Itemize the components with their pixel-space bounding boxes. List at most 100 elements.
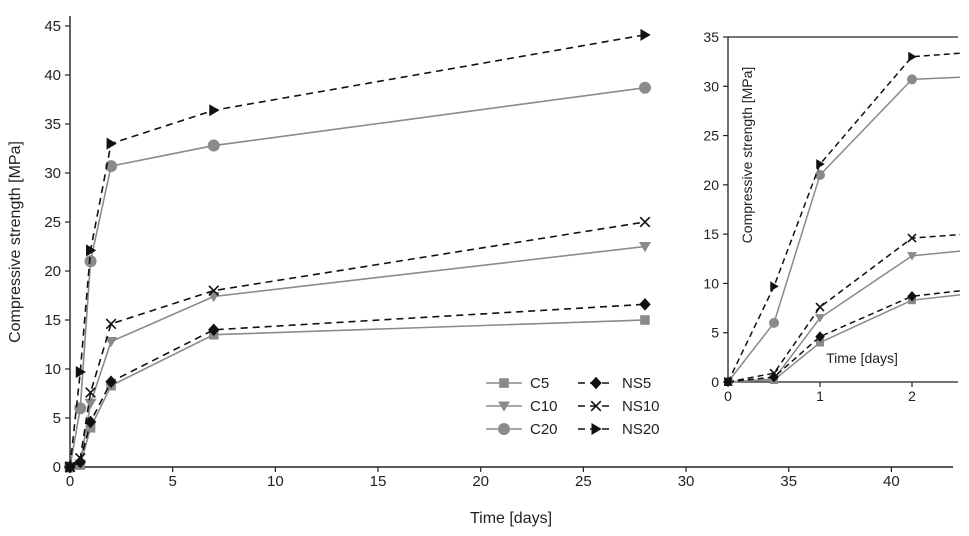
legend-marker-ns10 <box>590 400 602 412</box>
inset-line-c20 <box>727 76 960 383</box>
inset-x-tick-label: 0 <box>724 388 732 404</box>
main-y-tick-label: 15 <box>44 312 61 329</box>
main-point-ns20 <box>640 28 651 41</box>
inset-series-ns20 <box>724 51 960 386</box>
main-y-axis-title: Compressive strength [MPa] <box>7 141 24 343</box>
inset-point-ns5 <box>815 331 825 342</box>
main-plot-frame <box>69 16 953 468</box>
main-point-ns10 <box>74 452 86 464</box>
main-series-c20 <box>64 81 651 473</box>
inset-y-tick-label: 15 <box>703 226 719 242</box>
legend-entry-ns10: NS10 <box>578 398 660 415</box>
main-x-tick-label: 5 <box>169 473 177 490</box>
main-y-tick-label: 25 <box>44 214 61 231</box>
legend-label-c10: C10 <box>530 398 558 415</box>
legend: C5 C10 C20 NS5 NS10 NS20 <box>486 375 660 438</box>
legend-marker-ns5 <box>590 376 602 390</box>
main-point-c10 <box>638 242 651 253</box>
main-x-tick-label: 0 <box>66 473 74 490</box>
legend-label-ns5: NS5 <box>622 375 651 392</box>
main-point-ns5 <box>639 298 651 311</box>
legend-marker-c5 <box>499 378 509 388</box>
main-y-tick-label: 10 <box>44 361 61 378</box>
main-point-c10 <box>207 291 220 303</box>
main-line-ns5 <box>69 303 646 468</box>
main-x-tick-label: 40 <box>883 473 900 490</box>
legend-label-c5: C5 <box>530 375 549 392</box>
inset-background <box>696 37 958 382</box>
main-y-tick-label: 40 <box>44 67 61 84</box>
inset-line-ns10 <box>727 233 960 383</box>
main-y-tick-label: 0 <box>53 459 61 476</box>
legend-entry-ns5: NS5 <box>578 375 651 392</box>
inset-y-tick-label: 30 <box>703 78 719 94</box>
inset-y-tick-label: 20 <box>703 177 719 193</box>
inset-y-tick-label: 35 <box>703 29 719 45</box>
legend-entry-c20: C20 <box>486 421 558 438</box>
inset-point-c20 <box>769 317 779 328</box>
legend-entry-c10: C10 <box>486 398 558 415</box>
main-point-ns5 <box>208 323 220 337</box>
main-line-ns20 <box>69 34 646 468</box>
main-x-tick-label: 10 <box>267 473 284 490</box>
inset-point-ns10 <box>815 302 825 312</box>
inset-y-tick-label: 5 <box>711 325 719 341</box>
main-point-ns10 <box>208 285 220 296</box>
legend-label-ns20: NS20 <box>622 421 660 438</box>
main-line-c5 <box>69 319 646 468</box>
main-point-c20 <box>638 81 651 94</box>
main-y-tick-label: 5 <box>53 410 61 427</box>
main-series <box>64 28 651 474</box>
main-point-ns10 <box>639 216 651 228</box>
legend-marker-c10 <box>498 401 510 412</box>
inset-line-c10 <box>727 250 960 383</box>
main-point-ns10 <box>105 318 117 330</box>
legend-label-c20: C20 <box>530 421 558 438</box>
inset-y-tick-label: 25 <box>703 128 719 144</box>
main-x-tick-label: 30 <box>678 473 695 490</box>
main-series-c5 <box>65 315 650 472</box>
inset-x-tick-label: 2 <box>908 388 916 404</box>
main-series-c10 <box>64 242 651 473</box>
inset-point-ns10 <box>907 233 917 243</box>
main-point-c20 <box>207 139 220 152</box>
inset-x-axis-title: Time [days] <box>826 350 898 366</box>
legend-marker-ns20 <box>591 423 602 435</box>
main-point-c5 <box>640 315 650 325</box>
main-point-c10 <box>105 337 118 348</box>
legend-entry-c5: C5 <box>486 375 549 392</box>
main-point-ns5 <box>84 415 97 429</box>
main-point-ns10 <box>85 387 96 398</box>
main-point-ns5 <box>74 455 86 469</box>
main-y-tick-label: 35 <box>44 116 61 133</box>
inset-point-ns20 <box>770 281 779 292</box>
inset-y-tick-label: 0 <box>711 374 719 390</box>
main-point-ns20 <box>209 104 220 117</box>
main-point-ns20 <box>65 461 76 473</box>
inset-point-ns5 <box>907 290 917 302</box>
main-point-ns20 <box>106 137 117 150</box>
main-y-tick-label: 20 <box>44 263 61 280</box>
main-x-tick-label: 20 <box>472 473 489 490</box>
main-point-ns20 <box>75 365 86 378</box>
main-series-ns20 <box>65 28 651 473</box>
legend-label-ns10: NS10 <box>622 398 660 415</box>
main-point-ns5 <box>105 375 117 389</box>
main-x-tick-label: 25 <box>575 473 592 490</box>
inset-series <box>724 51 960 386</box>
inset-point-c10 <box>815 314 825 323</box>
legend-entry-ns20: NS20 <box>578 421 660 438</box>
main-point-ns20 <box>86 244 97 257</box>
inset-point-ns20 <box>816 159 825 170</box>
main-y-tick-label: 45 <box>44 18 61 35</box>
main-point-c20 <box>84 255 97 268</box>
inset-line-c5 <box>727 294 960 383</box>
main-line-c20 <box>69 86 646 468</box>
inset-y-axis-title: Compressive strength [MPa] <box>739 67 755 244</box>
main-x-tick-label: 15 <box>370 473 387 490</box>
inset-point-ns20 <box>724 377 733 386</box>
inset-point-c10 <box>907 252 917 261</box>
